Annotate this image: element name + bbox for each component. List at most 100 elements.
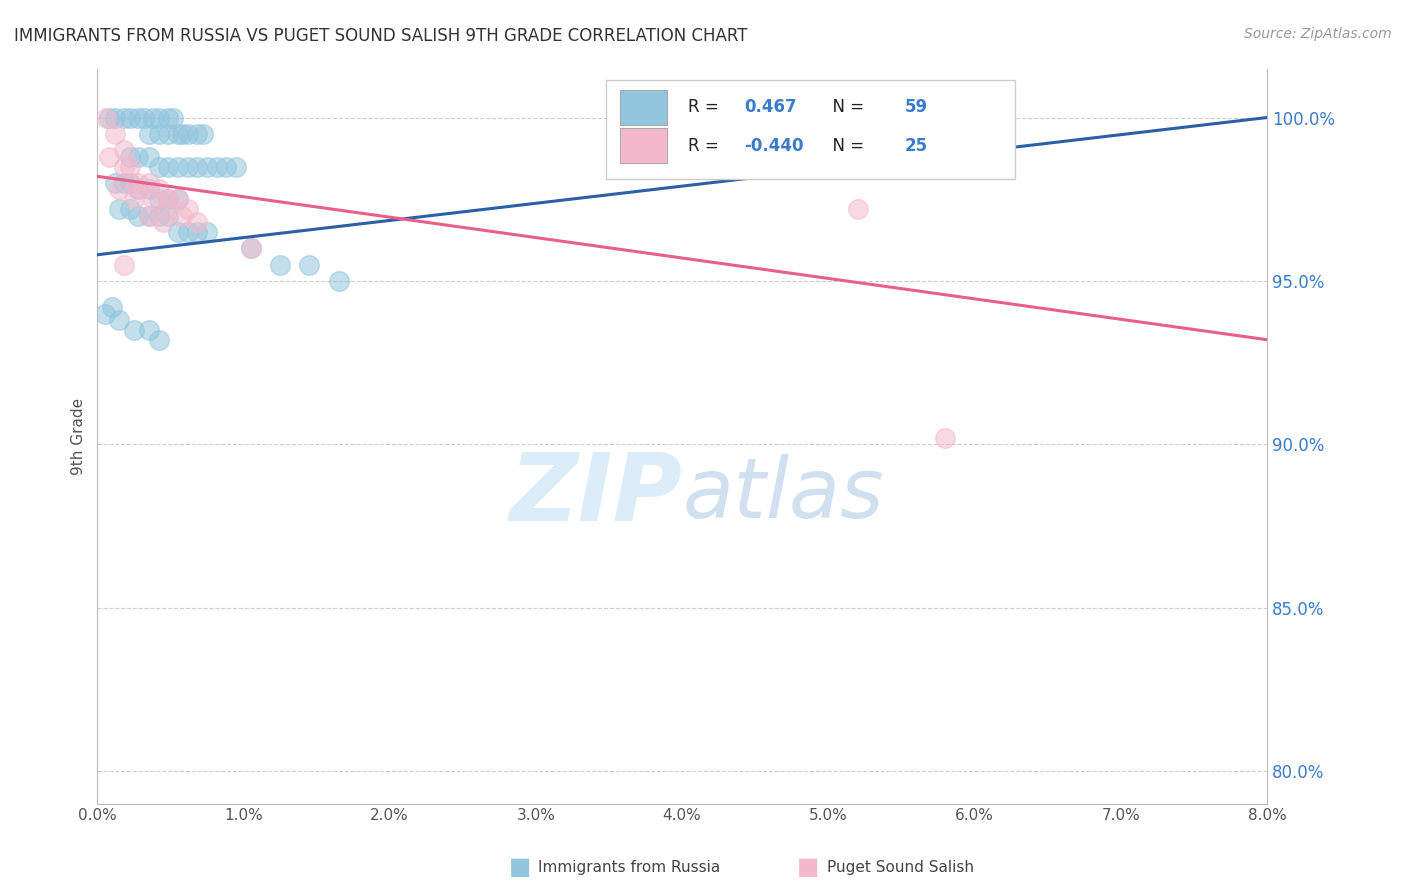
Point	[118, 150, 141, 164]
Point	[122, 323, 145, 337]
Point	[172, 209, 194, 223]
Point	[118, 111, 141, 125]
Point	[138, 127, 160, 141]
Point	[108, 313, 131, 327]
Point	[112, 111, 135, 125]
Text: 0.467: 0.467	[744, 98, 797, 117]
Point	[93, 307, 115, 321]
Point	[122, 192, 145, 206]
Point	[112, 176, 135, 190]
Text: Immigrants from Russia: Immigrants from Russia	[538, 860, 721, 874]
Point	[142, 111, 165, 125]
Y-axis label: 9th Grade: 9th Grade	[72, 398, 86, 475]
Point	[142, 192, 165, 206]
Point	[166, 225, 188, 239]
Point	[207, 160, 229, 174]
Point	[138, 209, 160, 223]
Point	[239, 241, 262, 255]
Point	[148, 209, 170, 223]
Point	[215, 160, 238, 174]
FancyBboxPatch shape	[620, 128, 666, 163]
Point	[239, 241, 262, 255]
Point	[156, 192, 179, 206]
Point	[138, 150, 160, 164]
FancyBboxPatch shape	[606, 79, 1015, 178]
Point	[118, 202, 141, 216]
Point	[156, 111, 179, 125]
Point	[127, 209, 149, 223]
Point	[127, 150, 149, 164]
Point	[148, 333, 170, 347]
Point	[152, 215, 174, 229]
Point	[104, 176, 127, 190]
Point	[166, 192, 188, 206]
FancyBboxPatch shape	[620, 90, 666, 125]
Point	[186, 225, 208, 239]
Point	[112, 160, 135, 174]
Point	[101, 300, 124, 314]
Point	[186, 160, 208, 174]
Point	[148, 182, 170, 196]
Point	[156, 202, 179, 216]
Point	[156, 160, 179, 174]
Point	[166, 127, 188, 141]
Point	[108, 182, 131, 196]
Point	[156, 209, 179, 223]
Point	[177, 202, 200, 216]
Point	[138, 176, 160, 190]
Point	[166, 160, 188, 174]
Text: R =: R =	[688, 136, 718, 154]
Text: atlas: atlas	[682, 454, 884, 535]
Point	[172, 127, 194, 141]
Text: N =: N =	[823, 98, 870, 117]
Point	[148, 127, 170, 141]
Point	[134, 111, 156, 125]
Point	[162, 111, 184, 125]
Text: ■: ■	[509, 855, 531, 879]
Point	[166, 192, 188, 206]
Point	[225, 160, 247, 174]
Point	[328, 274, 350, 288]
Text: -0.440: -0.440	[744, 136, 804, 154]
Point	[177, 160, 200, 174]
Text: IMMIGRANTS FROM RUSSIA VS PUGET SOUND SALISH 9TH GRADE CORRELATION CHART: IMMIGRANTS FROM RUSSIA VS PUGET SOUND SA…	[14, 27, 748, 45]
Text: 59: 59	[904, 98, 928, 117]
Point	[177, 225, 200, 239]
Point	[191, 127, 214, 141]
Point	[94, 111, 117, 125]
Point	[138, 209, 160, 223]
Point	[127, 182, 149, 196]
Text: ■: ■	[797, 855, 820, 879]
Point	[98, 150, 121, 164]
Point	[846, 202, 869, 216]
Point	[148, 160, 170, 174]
Point	[118, 176, 141, 190]
Text: Puget Sound Salish: Puget Sound Salish	[827, 860, 974, 874]
Point	[148, 111, 170, 125]
Point	[127, 111, 149, 125]
Point	[186, 215, 208, 229]
Point	[118, 160, 141, 174]
Text: Source: ZipAtlas.com: Source: ZipAtlas.com	[1244, 27, 1392, 41]
Point	[195, 225, 218, 239]
Point	[298, 258, 321, 272]
Point	[186, 127, 208, 141]
Point	[138, 323, 160, 337]
Point	[104, 111, 127, 125]
Point	[934, 431, 956, 445]
Point	[127, 176, 149, 190]
Point	[890, 111, 912, 125]
Point	[177, 127, 200, 141]
Point	[269, 258, 291, 272]
Point	[127, 182, 149, 196]
Point	[112, 143, 135, 157]
Text: ZIP: ZIP	[509, 449, 682, 541]
Text: N =: N =	[823, 136, 870, 154]
Point	[156, 192, 179, 206]
Point	[148, 192, 170, 206]
Point	[104, 127, 127, 141]
Point	[108, 202, 131, 216]
Text: R =: R =	[688, 98, 730, 117]
Point	[195, 160, 218, 174]
Point	[138, 182, 160, 196]
